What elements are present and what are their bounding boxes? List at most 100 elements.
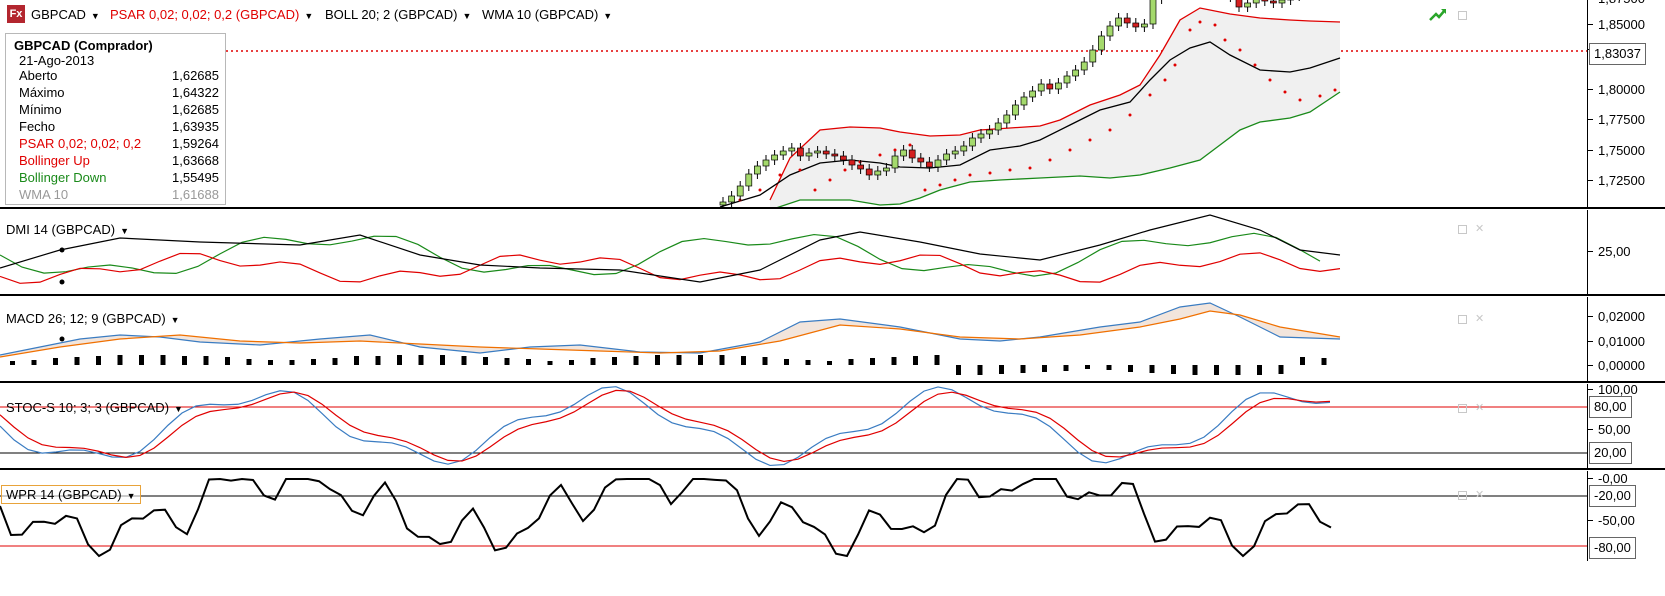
- macd-histogram-bar: [590, 358, 596, 365]
- psar-dot: [938, 183, 942, 187]
- bollinger-lower-line: [776, 91, 1341, 207]
- macd-histogram-bar: [655, 355, 660, 365]
- stoc-axis[interactable]: [1587, 384, 1665, 468]
- panel-divider[interactable]: [0, 207, 1665, 209]
- close-icon[interactable]: ✕: [1475, 313, 1485, 325]
- macd-histogram-bar: [999, 365, 1004, 374]
- macd-histogram-bar: [74, 357, 80, 365]
- price-tick: 1,80000: [1587, 82, 1645, 97]
- chevron-down-icon: ▼: [603, 11, 613, 21]
- stoc-level-80: 80,00: [1589, 396, 1632, 418]
- macd-axis[interactable]: [1587, 297, 1665, 381]
- candle-body: [736, 185, 744, 197]
- dmi-legend-dropdown[interactable]: DMI 14 (GBPCAD) ▼: [6, 222, 129, 237]
- info-label: Bollinger Down: [19, 170, 107, 185]
- restore-icon[interactable]: [1458, 225, 1467, 234]
- candle-body: [788, 147, 796, 152]
- candle-body: [814, 150, 821, 154]
- psar-dot: [988, 171, 992, 175]
- macd-histogram-bar: [53, 358, 58, 365]
- wpr-tick: -50,00: [1587, 513, 1635, 528]
- psar-dot: [1028, 166, 1032, 170]
- candle-body: [883, 167, 890, 172]
- macd-histogram-bar: [762, 357, 768, 365]
- candle-body: [1123, 17, 1131, 24]
- chevron-down-icon: ▼: [170, 315, 180, 325]
- psar-dot: [1283, 90, 1287, 94]
- panel-divider[interactable]: [0, 294, 1665, 296]
- panel-divider[interactable]: [0, 381, 1665, 383]
- macd-histogram-bar: [1214, 365, 1219, 375]
- macd-histogram-bar: [1042, 365, 1047, 372]
- fx-logo-icon: Fx: [7, 5, 25, 23]
- psar-dot: [1173, 63, 1177, 67]
- restore-icon[interactable]: [1458, 491, 1467, 500]
- candle-body: [1261, 0, 1269, 2]
- price-chart[interactable]: [0, 0, 1587, 207]
- wpr-legend-label: WPR 14 (GBPCAD): [6, 487, 122, 502]
- close-icon[interactable]: ✕: [1475, 402, 1485, 414]
- restore-icon[interactable]: [1458, 11, 1467, 20]
- info-row-psar: PSAR 0,02; 0,02; 0,2 1,59264: [14, 136, 219, 153]
- psar-dot: [1253, 63, 1257, 67]
- panel-divider[interactable]: [0, 468, 1665, 470]
- marker-dot: [59, 336, 65, 342]
- macd-histogram-bar: [956, 365, 961, 375]
- info-label: Bollinger Up: [19, 153, 90, 168]
- psar-dropdown[interactable]: PSAR 0,02; 0,02; 0,2 (GBPCAD) ▼: [110, 7, 313, 22]
- macd-histogram-bar: [805, 360, 811, 365]
- psar-dot: [1148, 93, 1152, 97]
- candle-body: [900, 149, 907, 157]
- candle-body: [1270, 0, 1277, 4]
- dmi-legend-label: DMI 14 (GBPCAD): [6, 222, 116, 237]
- candle-body: [857, 164, 864, 170]
- price-axis[interactable]: [1587, 0, 1665, 207]
- dmi-axis[interactable]: [1587, 210, 1665, 294]
- symbol-dropdown[interactable]: GBPCAD ▼: [31, 7, 100, 22]
- price-tick: 1,85000: [1587, 17, 1645, 32]
- macd-legend-dropdown[interactable]: MACD 26; 12; 9 (GBPCAD) ▼: [6, 311, 180, 326]
- macd-tick: 0,01000: [1587, 334, 1645, 349]
- macd-line: [0, 302, 1341, 356]
- wma-dropdown[interactable]: WMA 10 (GBPCAD) ▼: [482, 7, 612, 22]
- info-row-low: Mínimo 1,62685: [14, 102, 219, 119]
- wpr-chart[interactable]: [0, 471, 1587, 561]
- candle-body: [874, 170, 882, 176]
- stoc-legend-dropdown[interactable]: STOC-S 10; 3; 3 (GBPCAD) ▼: [6, 400, 183, 415]
- dmi-chart[interactable]: [0, 210, 1587, 294]
- macd-histogram-bar: [526, 359, 531, 365]
- restore-icon[interactable]: [1458, 404, 1467, 413]
- macd-histogram-bar: [1171, 365, 1176, 374]
- psar-dot: [1223, 38, 1227, 42]
- wpr-legend-dropdown[interactable]: WPR 14 (GBPCAD) ▼: [1, 485, 141, 504]
- close-icon[interactable]: ✕: [1475, 489, 1485, 501]
- candle-body: [728, 195, 735, 203]
- candle-body: [805, 152, 813, 157]
- candle-body: [1020, 96, 1028, 106]
- boll-label: BOLL 20; 2 (GBPCAD): [325, 7, 458, 22]
- macd-histogram-bar: [1063, 365, 1069, 371]
- wpr-axis[interactable]: [1587, 471, 1665, 561]
- trend-arrow-icon[interactable]: [1428, 6, 1448, 22]
- stoc-panel[interactable]: 100,00 80,00 50,00 20,00 STOC-S 10; 3; 3…: [0, 382, 1665, 468]
- candle-body: [1098, 35, 1105, 51]
- macd-histogram-bar: [1085, 365, 1090, 369]
- close-icon[interactable]: ✕: [1475, 223, 1485, 235]
- info-row-open: Aberto 1,62685: [14, 68, 219, 85]
- info-title: GBPCAD (Comprador): [14, 38, 153, 53]
- macd-histogram-bar: [1278, 365, 1284, 374]
- macd-histogram-bar: [1106, 365, 1112, 370]
- macd-histogram-bar: [182, 356, 187, 365]
- wpr-panel[interactable]: -0,00 -20,00 -50,00 -80,00 WPR 14 (GBPCA…: [0, 471, 1665, 596]
- macd-panel[interactable]: 0,02000 0,01000 0,00000 MACD 26; 12; 9 (…: [0, 297, 1665, 381]
- dmi-panel[interactable]: 25,00 DMI 14 (GBPCAD) ▼ ✕: [0, 210, 1665, 294]
- stoc-chart[interactable]: [0, 384, 1587, 468]
- macd-histogram-bar: [10, 361, 15, 365]
- stoc-legend-label: STOC-S 10; 3; 3 (GBPCAD): [6, 400, 170, 415]
- price-panel[interactable]: 1,875001,850001,825001,800001,775001,750…: [0, 0, 1665, 207]
- boll-dropdown[interactable]: BOLL 20; 2 (GBPCAD) ▼: [325, 7, 471, 22]
- restore-icon[interactable]: [1458, 315, 1467, 324]
- psar-dot: [1088, 138, 1092, 142]
- macd-chart[interactable]: [0, 297, 1587, 381]
- stoc-k-line: [0, 386, 1331, 467]
